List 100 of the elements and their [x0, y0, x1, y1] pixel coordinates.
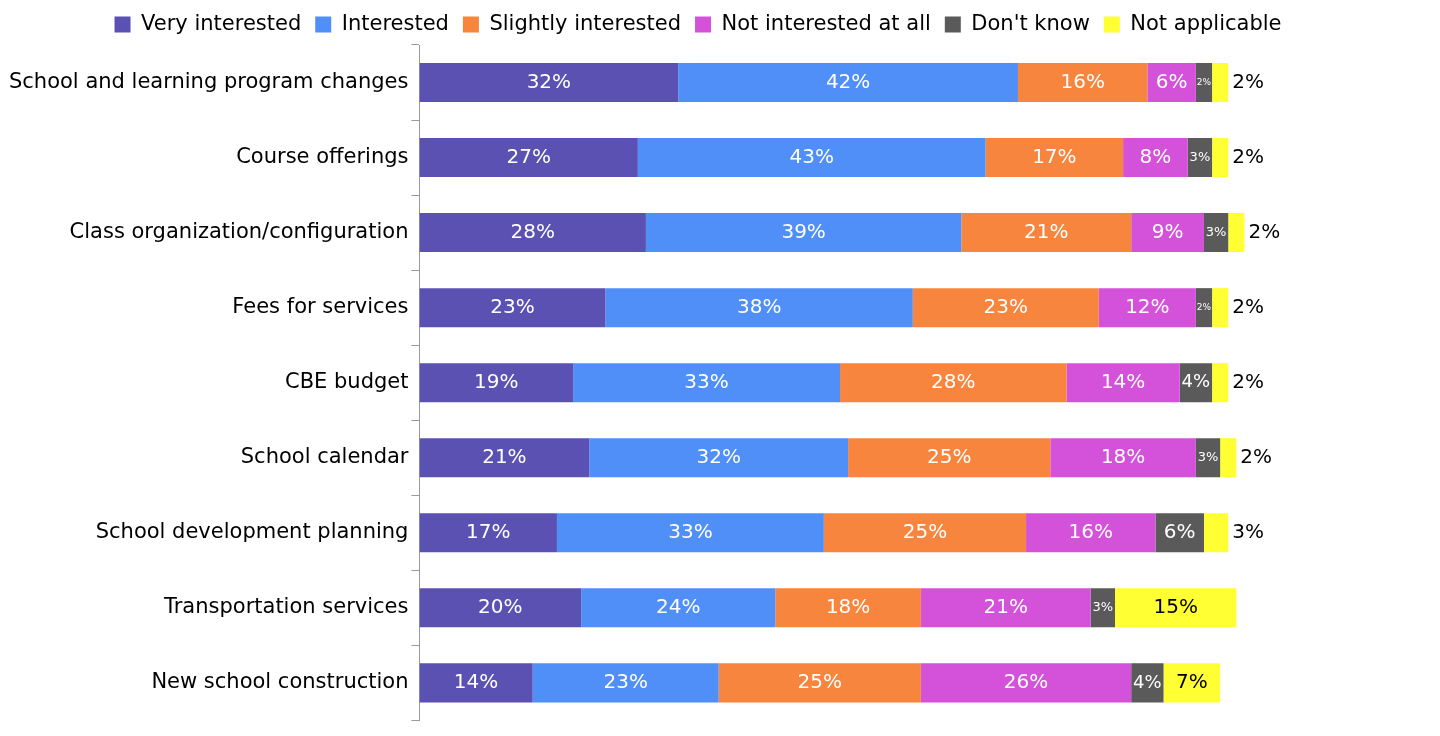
bar [823, 513, 1027, 553]
data-label: 32% [526, 68, 572, 93]
data-label: 42% [825, 68, 871, 93]
bar [912, 288, 1099, 328]
y-tick-label: Transportation services [162, 594, 409, 619]
bar [637, 138, 986, 178]
data-label: 3% [1205, 223, 1227, 239]
data-label: 21% [983, 594, 1029, 619]
bar [605, 288, 913, 328]
legend-label: Not interested at all [721, 10, 931, 35]
data-label: 21% [482, 443, 527, 468]
data-label: 23% [983, 293, 1029, 318]
data-label: 23% [490, 293, 535, 318]
bar [419, 213, 646, 253]
bar [419, 288, 606, 328]
data-label: 23% [603, 669, 648, 694]
y-tick-label: Class organization/configuration [69, 219, 409, 244]
data-label: 33% [684, 368, 729, 393]
y-tick-label: School development planning [95, 519, 409, 544]
data-label: 16% [1068, 518, 1113, 543]
data-label: 28% [510, 218, 555, 243]
bar [1163, 663, 1221, 703]
y-tick-label: New school construction [151, 669, 409, 694]
bar [961, 213, 1132, 253]
bar [419, 513, 557, 553]
bar [985, 138, 1124, 178]
data-label: 18% [825, 594, 871, 619]
data-label: 12% [1125, 293, 1170, 318]
data-label: 19% [474, 368, 519, 393]
bar [573, 363, 841, 403]
bar [419, 363, 574, 403]
y-tick-label: Fees for services [232, 294, 409, 319]
bar [581, 588, 776, 628]
y-tick-label: Course offerings [236, 144, 409, 169]
data-label: 24% [656, 594, 701, 619]
legend-label: Very interested [141, 10, 302, 35]
bar [1228, 213, 1245, 253]
data-label: 3% [1197, 449, 1219, 465]
data-label: 20% [478, 594, 523, 619]
y-tick-label: School calendar [240, 444, 409, 469]
bar [419, 663, 533, 703]
data-label: 18% [1100, 443, 1146, 468]
data-label: 17% [465, 518, 511, 543]
data-label: 4% [1181, 370, 1211, 392]
bar [419, 138, 638, 178]
legend-label: Don't know [971, 10, 1090, 35]
bar [1123, 138, 1188, 178]
legend-label: Interested [341, 10, 449, 35]
data-label: 2% [1232, 368, 1264, 393]
data-label: 28% [931, 368, 976, 393]
data-label: 8% [1139, 143, 1172, 168]
bar [1212, 138, 1229, 178]
data-label: 17% [1032, 143, 1077, 168]
bar [1066, 363, 1180, 403]
data-label: 2% [1196, 76, 1212, 87]
data-label: 15% [1153, 594, 1198, 619]
bar [920, 663, 1132, 703]
data-label: 9% [1151, 218, 1184, 243]
bar [1203, 513, 1229, 553]
data-label: 6% [1155, 68, 1188, 93]
data-label: 33% [668, 518, 713, 543]
data-label: 3% [1189, 148, 1211, 164]
data-label: 27% [506, 143, 551, 168]
bar [419, 63, 679, 103]
bar [1212, 63, 1229, 103]
bar [1212, 288, 1229, 328]
bar [532, 663, 719, 703]
data-label: 4% [1133, 670, 1162, 692]
bar [1026, 513, 1156, 553]
legend-label: Not applicable [1130, 10, 1282, 35]
data-label: 38% [736, 293, 782, 318]
bar [419, 438, 590, 478]
bar [1098, 288, 1196, 328]
bar [848, 438, 1051, 478]
bar [1131, 213, 1204, 253]
bar [718, 663, 921, 703]
bar [1220, 438, 1237, 478]
legend-label: Slightly interested [489, 10, 682, 35]
bar [775, 588, 921, 628]
data-label: 3% [1232, 518, 1264, 543]
data-label: 3% [1092, 599, 1114, 615]
bar [920, 588, 1091, 628]
data-label: 14% [1100, 368, 1146, 393]
data-label: 39% [781, 218, 826, 243]
data-label: 43% [789, 143, 834, 168]
data-label: 25% [902, 518, 948, 543]
data-label: 2% [1196, 302, 1212, 312]
bar [840, 363, 1067, 403]
data-label: 26% [1003, 669, 1049, 694]
data-label: 21% [1024, 218, 1069, 243]
bar [678, 63, 1018, 103]
data-label: 14% [453, 669, 499, 694]
data-label: 16% [1060, 68, 1105, 93]
bar [419, 588, 582, 628]
data-label: 32% [696, 443, 741, 468]
data-label: 25% [797, 669, 843, 694]
bar [589, 438, 849, 478]
data-label: 2% [1232, 68, 1264, 93]
bar [1212, 363, 1229, 403]
data-label: 2% [1248, 218, 1281, 243]
